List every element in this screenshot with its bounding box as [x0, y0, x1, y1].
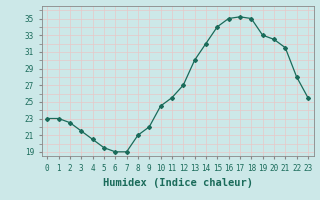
- X-axis label: Humidex (Indice chaleur): Humidex (Indice chaleur): [103, 178, 252, 188]
